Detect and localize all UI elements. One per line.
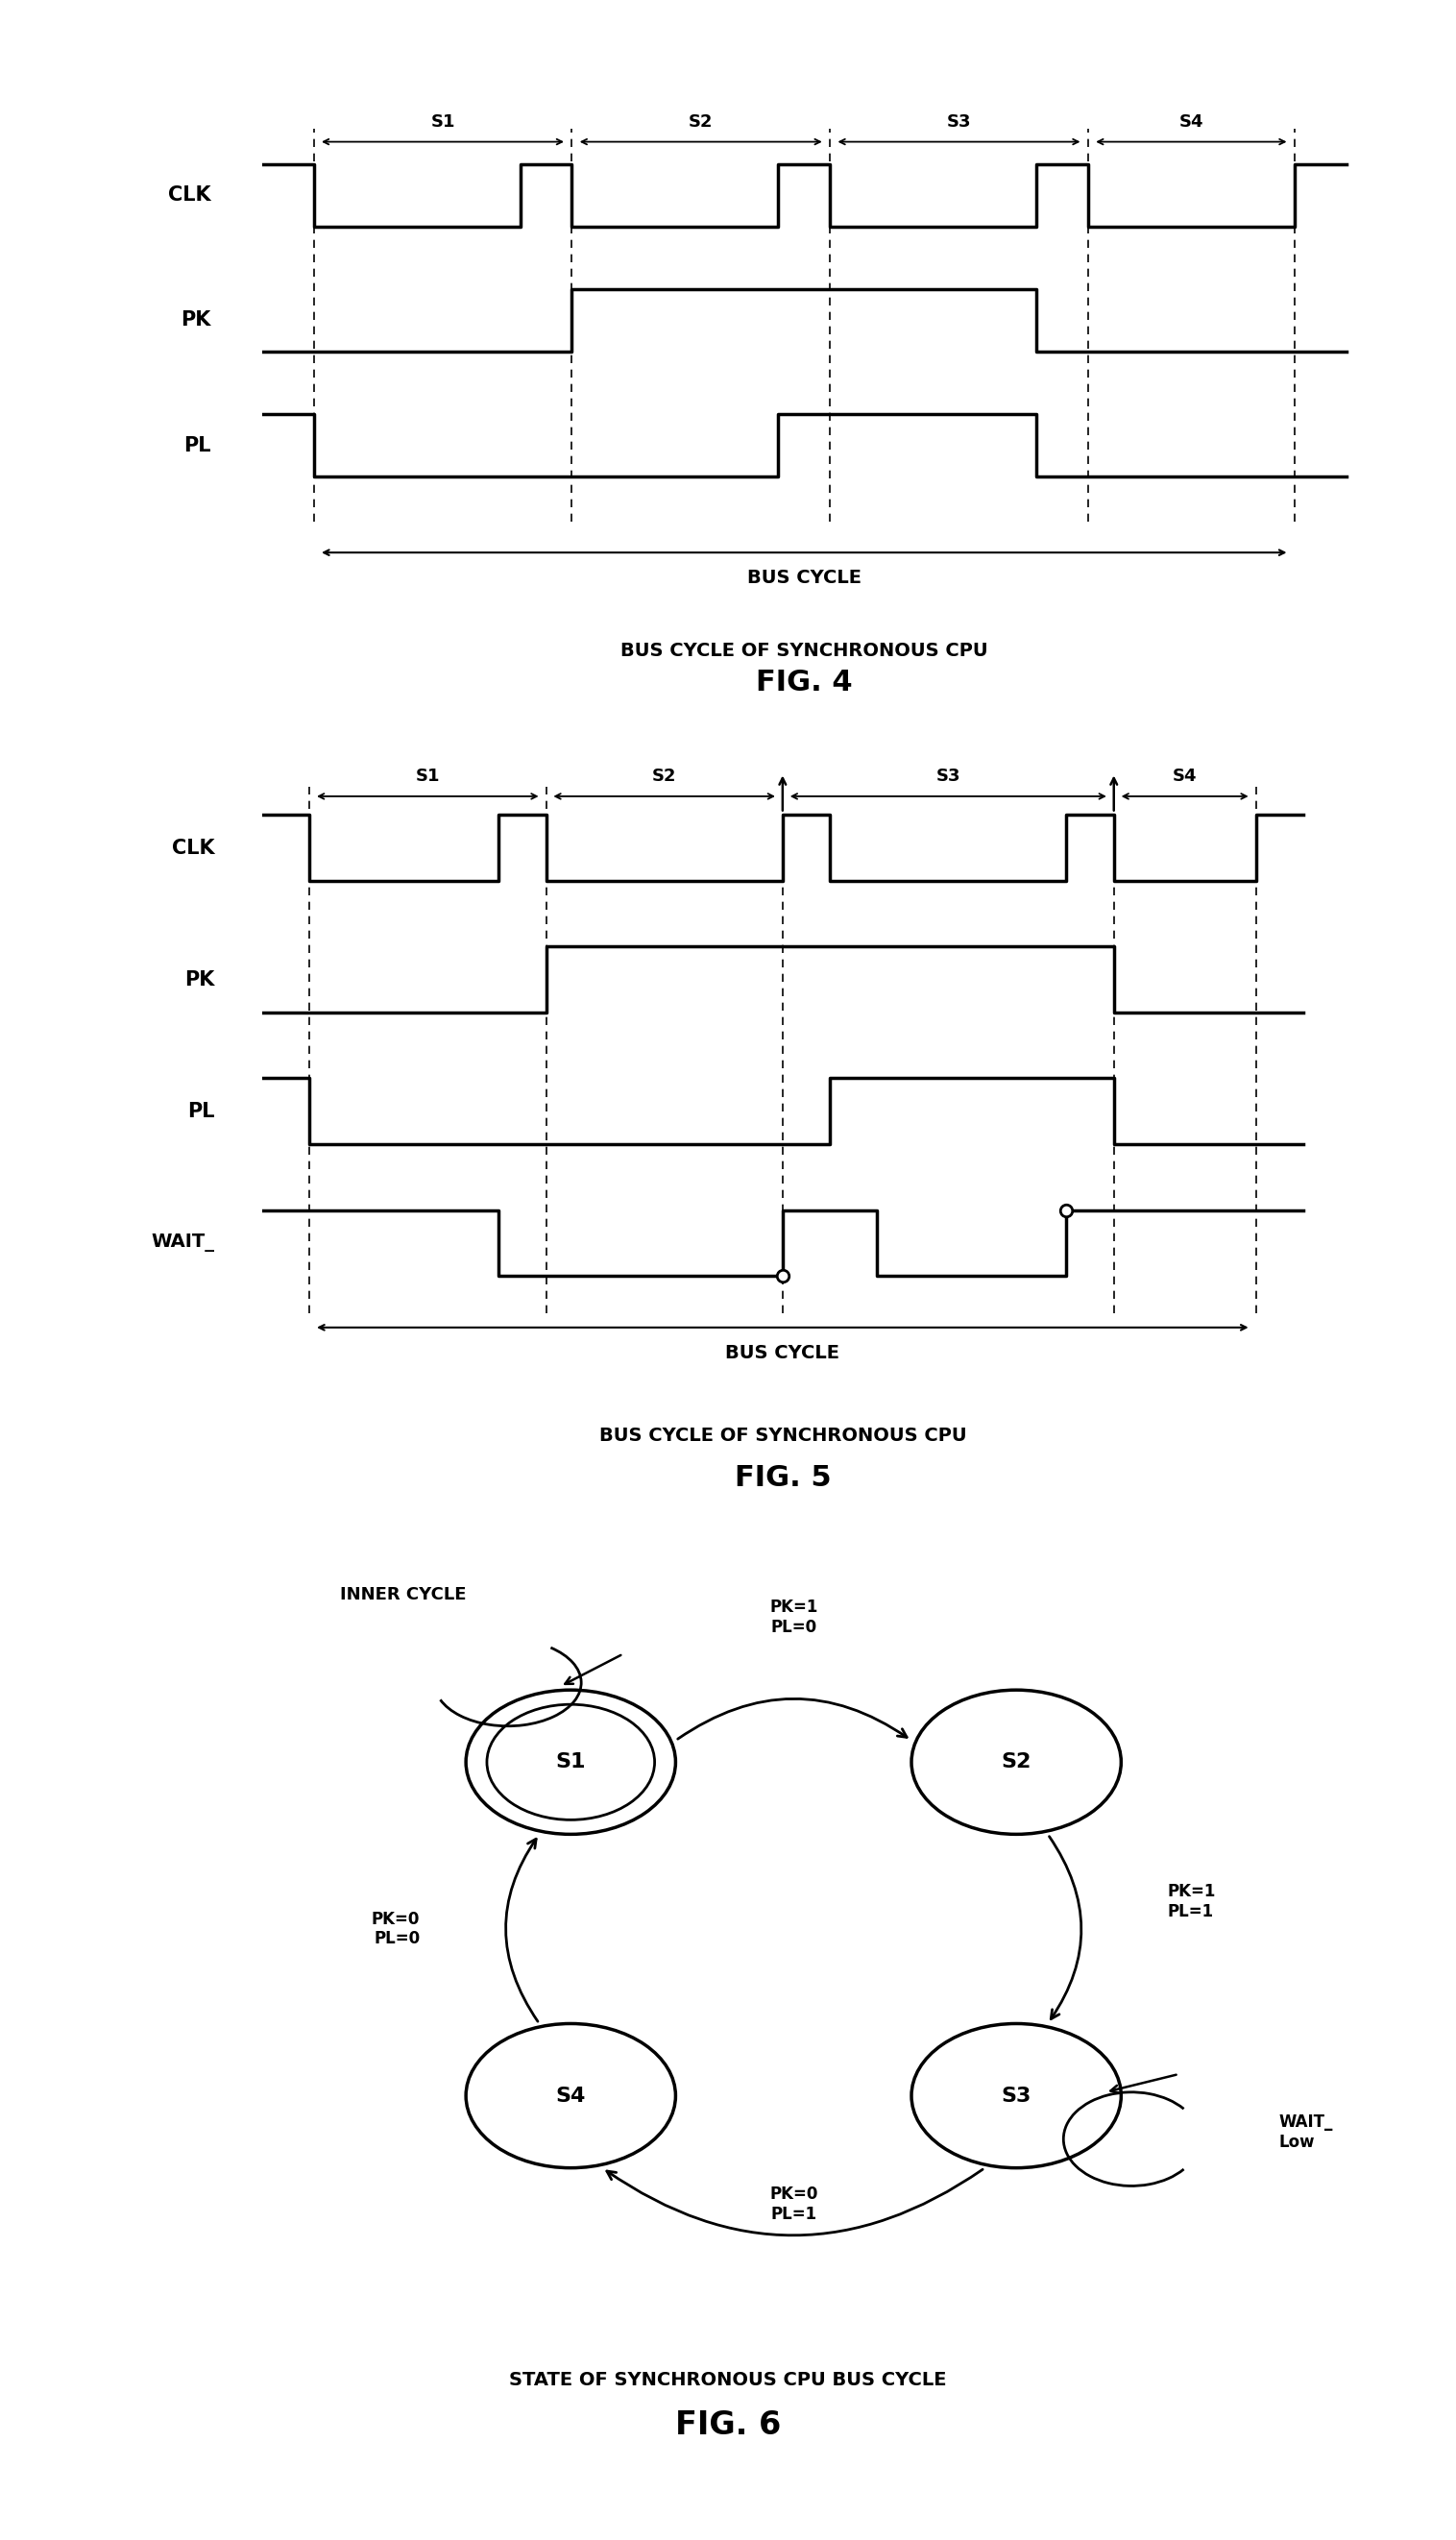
Text: PK=1
PL=1: PK=1 PL=1 bbox=[1168, 1882, 1216, 1920]
Text: INNER CYCLE: INNER CYCLE bbox=[341, 1585, 466, 1603]
Text: PK=0
PL=0: PK=0 PL=0 bbox=[371, 1910, 421, 1948]
Text: S4: S4 bbox=[556, 2085, 585, 2106]
Text: S3: S3 bbox=[946, 114, 971, 132]
Text: PK: PK bbox=[185, 970, 215, 988]
Text: CLK: CLK bbox=[172, 838, 215, 859]
Text: S2: S2 bbox=[689, 114, 713, 132]
Text: S4: S4 bbox=[1179, 114, 1204, 132]
Text: WAIT_
Low: WAIT_ Low bbox=[1278, 2113, 1332, 2151]
Text: S2: S2 bbox=[1002, 1753, 1031, 1773]
Text: S1: S1 bbox=[431, 114, 456, 132]
Text: PK: PK bbox=[181, 310, 211, 330]
Text: PK=0
PL=1: PK=0 PL=1 bbox=[769, 2187, 818, 2222]
Text: S3: S3 bbox=[936, 767, 961, 785]
Text: FIG. 4: FIG. 4 bbox=[756, 668, 852, 696]
Text: BUS CYCLE OF SYNCHRONOUS CPU: BUS CYCLE OF SYNCHRONOUS CPU bbox=[620, 643, 987, 660]
Text: BUS CYCLE: BUS CYCLE bbox=[725, 1344, 840, 1361]
Text: WAIT_: WAIT_ bbox=[151, 1234, 215, 1252]
Text: S1: S1 bbox=[556, 1753, 585, 1773]
Text: S1: S1 bbox=[415, 767, 440, 785]
Text: BUS CYCLE OF SYNCHRONOUS CPU: BUS CYCLE OF SYNCHRONOUS CPU bbox=[598, 1425, 967, 1445]
Text: STATE OF SYNCHRONOUS CPU BUS CYCLE: STATE OF SYNCHRONOUS CPU BUS CYCLE bbox=[510, 2370, 946, 2390]
Text: PL: PL bbox=[183, 437, 211, 455]
Text: S3: S3 bbox=[1002, 2085, 1031, 2106]
Text: CLK: CLK bbox=[167, 185, 211, 206]
Text: FIG. 6: FIG. 6 bbox=[676, 2408, 780, 2441]
Text: BUS CYCLE: BUS CYCLE bbox=[747, 569, 862, 587]
Text: PK=1
PL=0: PK=1 PL=0 bbox=[769, 1598, 818, 1636]
Text: PL: PL bbox=[188, 1102, 215, 1120]
Text: S2: S2 bbox=[652, 767, 677, 785]
Text: FIG. 5: FIG. 5 bbox=[734, 1463, 831, 1491]
Text: S4: S4 bbox=[1172, 767, 1197, 785]
